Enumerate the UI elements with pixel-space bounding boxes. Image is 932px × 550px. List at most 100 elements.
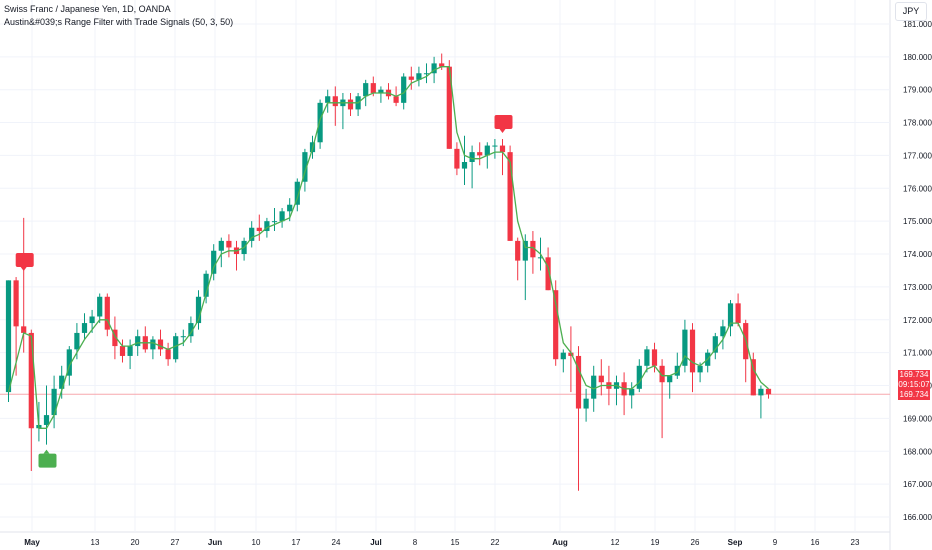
candle-down [598, 375, 604, 383]
candle-down [545, 257, 551, 291]
time-tick-label: 26 [691, 538, 700, 547]
time-tick-label: 17 [292, 538, 301, 547]
candle-up [636, 365, 642, 389]
price-tick-label: 178.000 [903, 119, 932, 128]
price-tick-label: 169.000 [903, 414, 932, 423]
candle-up [644, 349, 650, 366]
price-tick-label: 180.000 [903, 53, 932, 62]
candle-up [89, 316, 95, 324]
candle-up [727, 303, 734, 327]
candle-down [119, 346, 126, 356]
time-tick-label: 20 [131, 538, 140, 547]
candle-down [507, 152, 513, 241]
candle-up [537, 257, 544, 259]
candle-down [104, 296, 110, 330]
candle-down [530, 240, 536, 258]
candle-up [279, 211, 285, 222]
buy-signal-label [38, 453, 57, 468]
candle-down [370, 83, 376, 93]
candle-up [195, 296, 202, 324]
candle-up [302, 152, 308, 182]
price-tick-label: 168.000 [903, 447, 932, 456]
candle-up [667, 375, 673, 383]
time-tick-label: Sep [728, 538, 743, 547]
price-tick-label: 176.000 [903, 184, 932, 193]
candle-down [165, 349, 171, 360]
candle-down [454, 148, 460, 169]
candle-down [651, 349, 658, 366]
candle-down [439, 63, 445, 67]
candle-up [74, 332, 80, 350]
last-price-tag-secondary: 169.734 [898, 390, 930, 400]
candle-up [423, 73, 430, 75]
candle-up [629, 388, 635, 396]
candle-up [287, 204, 293, 212]
candle-down [21, 326, 27, 333]
candle-up [150, 339, 156, 350]
time-tick-label: 8 [413, 538, 418, 547]
candle-up [127, 346, 133, 356]
grid [0, 0, 891, 550]
indicator-title: Austin&#039;s Range Filter with Trade Si… [4, 17, 234, 27]
candle-up [712, 336, 718, 353]
time-axis[interactable]: May 13 20 27 Jun 10 17 24 Jul 8 15 22 Aug 12 19 26 Sep 9 1… [24, 538, 860, 547]
time-tick-label: 23 [851, 538, 860, 547]
trade-signals [15, 114, 513, 468]
time-tick-label: 12 [611, 538, 620, 547]
candle-up [211, 250, 217, 274]
candle-up [682, 329, 688, 366]
price-tick-label: 181.000 [903, 20, 932, 29]
candle-up [522, 240, 528, 261]
time-tick-label: Aug [552, 538, 568, 547]
candle-down [477, 152, 483, 156]
candle-down [446, 66, 452, 149]
candle-up [249, 227, 255, 241]
price-tick-label: 174.000 [903, 250, 932, 259]
candle-down [13, 280, 19, 327]
range-filter [7, 66, 769, 429]
last-price-tag: 169.734 [898, 370, 930, 380]
candle-up [758, 388, 764, 396]
buy-signal-pointer [43, 449, 50, 454]
candle-up [560, 352, 566, 360]
candle-up [401, 76, 407, 103]
candle-up [66, 349, 72, 376]
sell-signal-pointer [499, 128, 506, 133]
candle-up [97, 296, 103, 317]
price-tick-label: 171.000 [903, 349, 932, 358]
candle-up [461, 162, 468, 169]
price-axis[interactable]: 166.000167.000168.000169.000170.000171.0… [903, 20, 932, 522]
time-tick-label: 24 [332, 538, 341, 547]
candle-down [256, 227, 262, 232]
currency-selector[interactable]: JPY [895, 2, 927, 21]
candle-bodies [5, 63, 772, 429]
candle-up [469, 152, 475, 163]
range-filter-line [7, 66, 769, 429]
candle-up [492, 145, 498, 147]
candle-up [583, 398, 589, 409]
candle-down [515, 240, 521, 261]
candle-down [735, 303, 741, 324]
candle-down [112, 329, 118, 347]
candle-down [553, 290, 559, 360]
time-tick-label: 15 [451, 538, 460, 547]
candle-up [591, 375, 597, 399]
candle-up [173, 336, 179, 360]
time-tick-label: 27 [171, 538, 180, 547]
time-tick-label: Jul [370, 538, 382, 547]
candle-up [188, 323, 194, 337]
candle-up [431, 63, 437, 74]
candle-up [51, 388, 57, 416]
candle-up [43, 415, 50, 425]
candle-up [218, 240, 224, 251]
candle-up [416, 73, 422, 80]
sell-signal-label [494, 114, 513, 129]
candle-up [378, 89, 384, 93]
time-tick-label: 22 [491, 538, 500, 547]
candle-down [347, 99, 354, 110]
candle-up [317, 102, 323, 143]
bar-countdown-tag: 09:15:07 [898, 380, 930, 390]
sell-signal-pointer [20, 267, 27, 272]
candle-down [568, 352, 574, 356]
